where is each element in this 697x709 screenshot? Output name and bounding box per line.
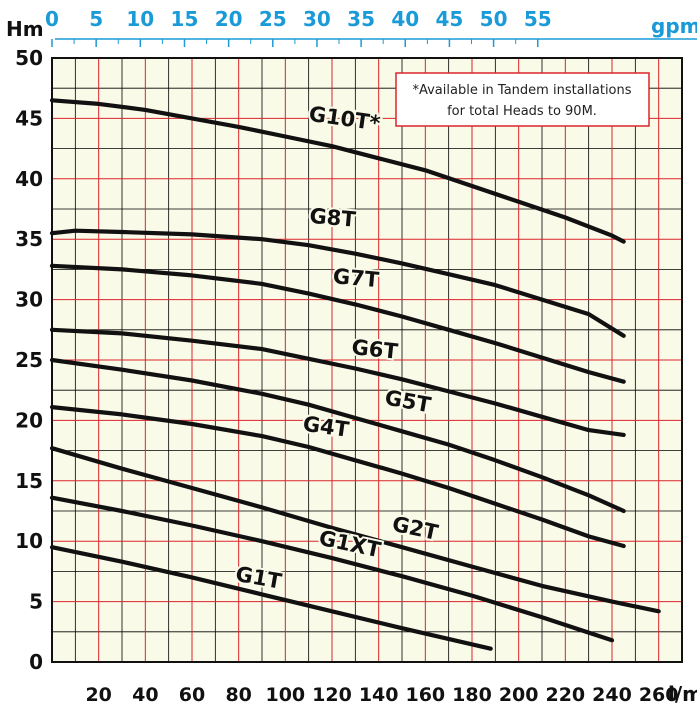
series-label: G8T — [309, 204, 358, 232]
x-top-tick-label: 40 — [391, 7, 419, 31]
x-bottom-tick-label: 20 — [85, 684, 111, 706]
series-line — [49, 357, 626, 514]
y-tick-label: 30 — [15, 288, 43, 312]
series-line — [49, 545, 493, 651]
y-tick-label: 35 — [15, 227, 43, 251]
series-line — [49, 495, 615, 643]
x-top-tick-label: 5 — [89, 7, 103, 31]
availability-annotation: *Available in Tandem installations for t… — [395, 72, 650, 127]
series-line — [49, 446, 661, 614]
y-tick-label: 15 — [15, 469, 43, 493]
x-top-tick-label: 55 — [524, 7, 552, 31]
x-axis-top-label: gpm — [651, 14, 697, 38]
x-top-tick-label: 10 — [126, 7, 154, 31]
y-tick-label: 50 — [15, 46, 43, 70]
series-line — [49, 327, 626, 437]
y-tick-label: 5 — [29, 590, 43, 614]
x-bottom-tick-label: 240 — [592, 684, 632, 706]
x-top-tick-label: 15 — [171, 7, 199, 31]
x-bottom-tick-label: 80 — [225, 684, 251, 706]
y-axis-label: Hm — [6, 17, 44, 41]
y-tick-label: 10 — [15, 529, 43, 553]
y-tick-label: 20 — [15, 408, 43, 432]
grid-lines — [52, 58, 682, 662]
y-tick-label: 45 — [15, 106, 43, 130]
series-label: G6T — [351, 335, 400, 364]
series-line — [49, 263, 626, 384]
x-top-tick-label: 35 — [347, 7, 375, 31]
x-top-tick-label: 20 — [215, 7, 243, 31]
y-tick-label: 0 — [29, 650, 43, 674]
y-tick-label: 25 — [15, 348, 43, 372]
x-bottom-tick-label: 40 — [132, 684, 158, 706]
x-bottom-tick-label: 160 — [405, 684, 445, 706]
annotation-line-1: *Available in Tandem installations — [412, 83, 631, 98]
y-tick-label: 40 — [15, 167, 43, 191]
x-bottom-tick-label: 100 — [265, 684, 305, 706]
series-line — [49, 405, 626, 549]
x-top-tick-label: 30 — [303, 7, 331, 31]
x-top-tick-label: 25 — [259, 7, 287, 31]
x-bottom-tick-label: 60 — [179, 684, 205, 706]
series-label: G7T — [332, 264, 381, 292]
x-top-tick-label: 0 — [45, 7, 59, 31]
x-bottom-tick-label: 220 — [545, 684, 585, 706]
x-bottom-tick-label: 180 — [452, 684, 492, 706]
x-bottom-tick-label: 260 — [639, 684, 679, 706]
x-axis-bottom-label: l/m — [668, 682, 697, 706]
plot-frame — [51, 57, 683, 663]
annotation-line-2: for total Heads to 90M. — [447, 104, 597, 119]
x-bottom-tick-label: 140 — [359, 684, 399, 706]
series-line — [49, 98, 626, 244]
annotation-box — [395, 72, 650, 127]
x-bottom-tick-label: 120 — [312, 684, 352, 706]
x-top-tick-label: 50 — [480, 7, 508, 31]
x-bottom-tick-label: 200 — [499, 684, 539, 706]
x-top-tick-label: 45 — [436, 7, 464, 31]
series-line — [49, 228, 626, 338]
